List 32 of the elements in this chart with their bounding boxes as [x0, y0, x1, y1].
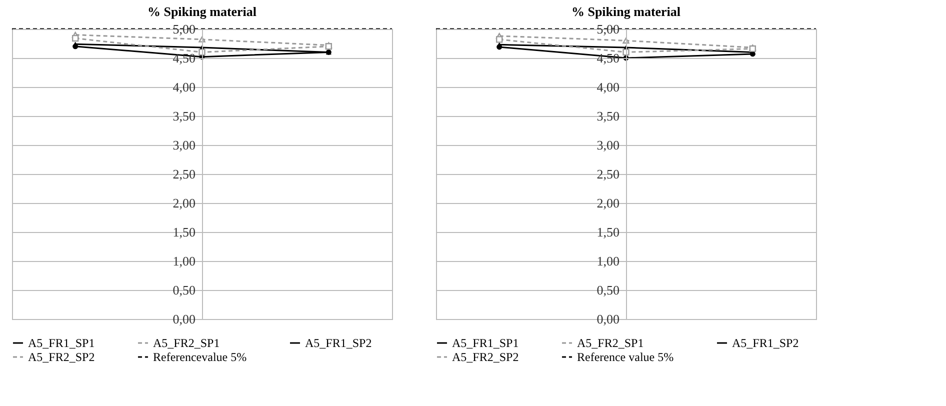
chart-title: % Spiking material — [147, 4, 257, 19]
y-tick-label: 3,50 — [596, 108, 620, 124]
y-tick-label: 2,50 — [596, 166, 620, 182]
y-tick-label: 1,00 — [596, 254, 620, 268]
legend-label: A5_FR1_SP1 — [452, 336, 519, 350]
y-tick-label: 4,00 — [172, 80, 196, 94]
legend-label: A5_FR2_SP2 — [28, 350, 95, 364]
y-tick-label: 3,00 — [596, 138, 620, 152]
y-tick-label: 2,00 — [596, 196, 620, 210]
legend-label: A5_FR2_SP1 — [153, 336, 220, 350]
y-tick-label: 1,50 — [172, 224, 196, 240]
y-tick-label: 3,50 — [172, 108, 196, 124]
y-tick-label: 0,00 — [172, 312, 196, 326]
legend-label: A5_FR1_SP2 — [732, 336, 799, 350]
y-tick-label: 0,50 — [596, 282, 620, 298]
y-tick-label: 5,00 — [596, 22, 620, 36]
legend-label: A5_FR1_SP1 — [28, 336, 95, 350]
legend-label: Reference value 5% — [577, 350, 674, 364]
y-tick-label: 1,50 — [596, 224, 620, 240]
legend-label: A5_FR1_SP2 — [305, 336, 372, 350]
y-tick-label: 4,00 — [596, 80, 620, 94]
y-tick-label: 3,00 — [172, 138, 196, 152]
y-tick-label: 1,00 — [172, 254, 196, 268]
legend-label: Referencevalue 5% — [153, 350, 247, 364]
y-tick-label: 0,00 — [596, 312, 620, 326]
chart-title: % Spiking material — [571, 4, 681, 19]
y-tick-label: 0,50 — [172, 282, 196, 298]
y-tick-label: 5,00 — [172, 22, 196, 36]
legend-label: A5_FR2_SP1 — [577, 336, 644, 350]
y-tick-label: 2,00 — [172, 196, 196, 210]
y-tick-label: 2,50 — [172, 166, 196, 182]
legend-label: A5_FR2_SP2 — [452, 350, 519, 364]
